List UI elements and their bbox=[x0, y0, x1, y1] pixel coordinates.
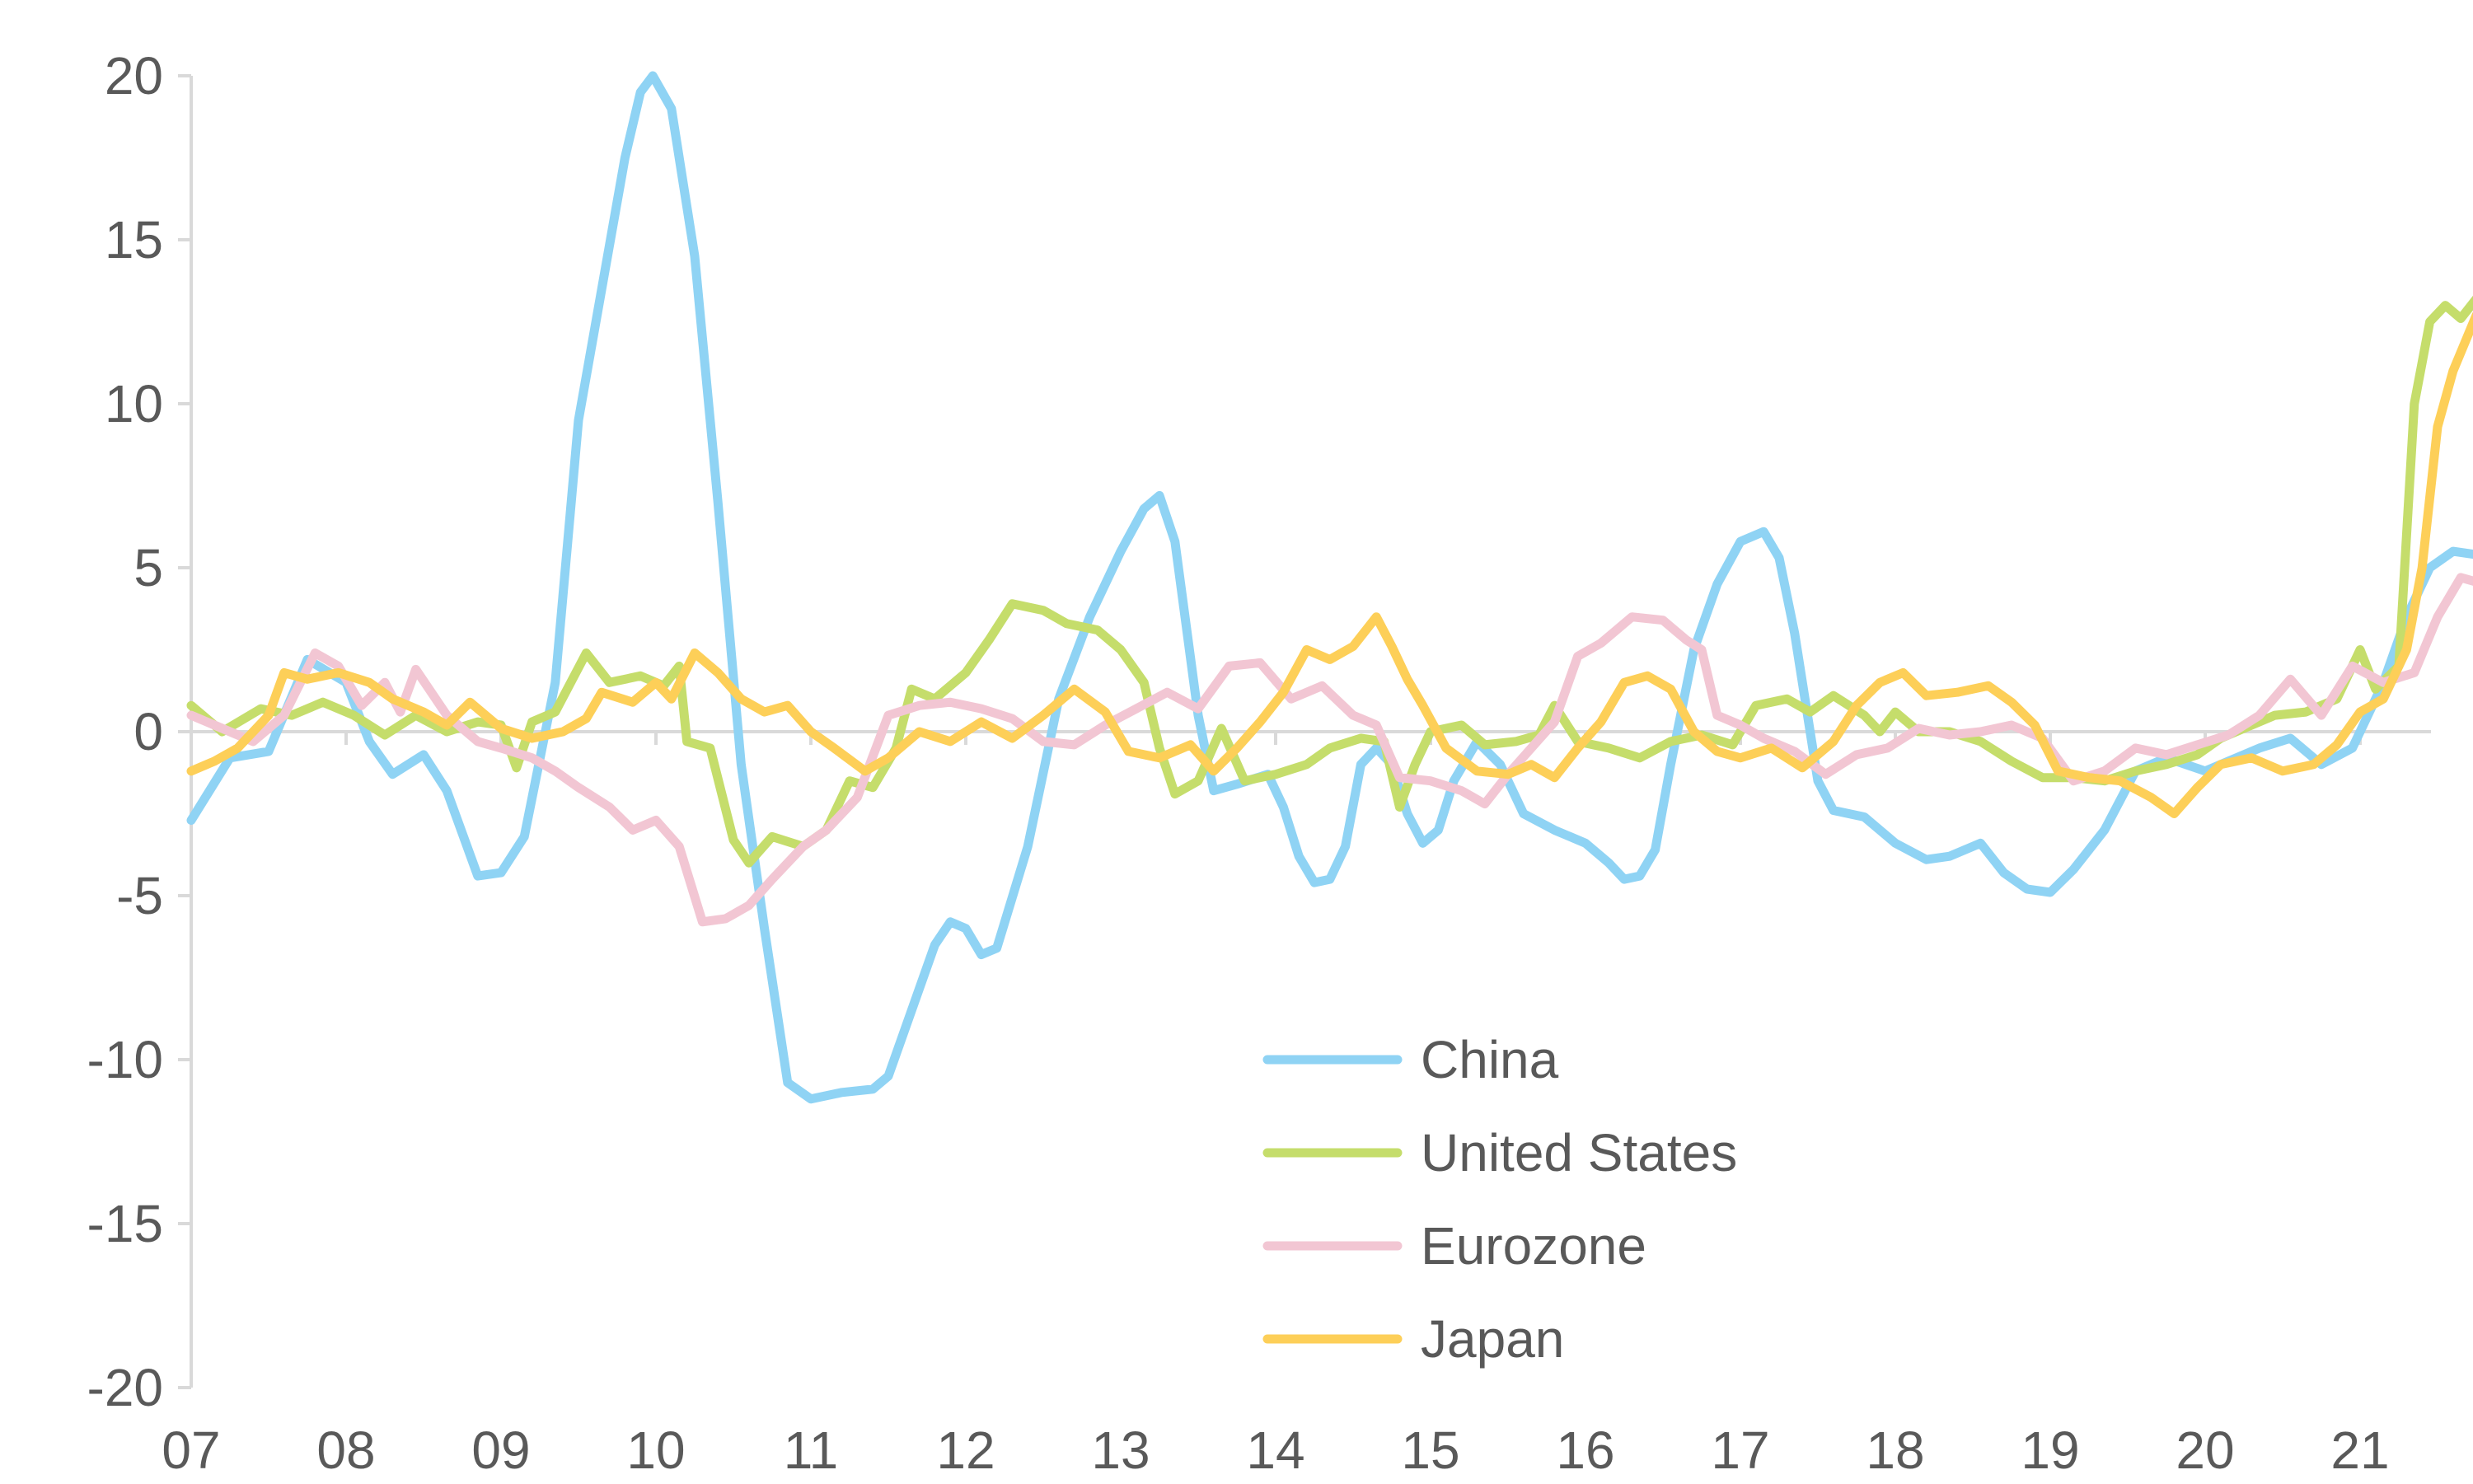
legend: China United States Eurozone Japan bbox=[1262, 1030, 1737, 1369]
x-tick-label: 19 bbox=[2021, 1421, 2079, 1480]
y-tick-label: -5 bbox=[116, 866, 163, 925]
x-tick-label: 14 bbox=[1246, 1421, 1304, 1480]
x-tick-label: 10 bbox=[626, 1421, 685, 1480]
x-tick-label: 16 bbox=[1556, 1421, 1614, 1480]
x-tick-label: 12 bbox=[936, 1421, 995, 1480]
legend-label-china: China bbox=[1421, 1030, 1559, 1089]
x-tick-label: 17 bbox=[1711, 1421, 1769, 1480]
x-tick-label: 18 bbox=[1866, 1421, 1924, 1480]
legend-label-united-states: United States bbox=[1421, 1123, 1737, 1182]
x-tick-label: 08 bbox=[316, 1421, 375, 1480]
legend-label-eurozone: Eurozone bbox=[1421, 1216, 1646, 1276]
y-tick-label: -10 bbox=[87, 1030, 164, 1089]
series-line-china bbox=[186, 71, 2473, 1104]
y-tick-label: 10 bbox=[105, 374, 163, 433]
y-tick-label: 0 bbox=[133, 702, 163, 761]
y-axis: 20 15 10 5 0 -5 -10 -15 -20 bbox=[87, 46, 193, 1417]
plot-area bbox=[186, 71, 2473, 1104]
x-tick-label: 21 bbox=[2330, 1421, 2389, 1480]
y-tick-label: 15 bbox=[105, 210, 163, 269]
x-tick-label: 20 bbox=[2176, 1421, 2234, 1480]
x-tick-label: 07 bbox=[162, 1421, 220, 1480]
x-tick-label: 15 bbox=[1401, 1421, 1459, 1480]
x-tick-label: 13 bbox=[1091, 1421, 1150, 1480]
y-tick-label: -20 bbox=[87, 1358, 164, 1417]
x-tick-label: 11 bbox=[784, 1421, 838, 1480]
legend-label-japan: Japan bbox=[1421, 1309, 1564, 1369]
x-tick-label: 09 bbox=[471, 1421, 530, 1480]
y-tick-label: 20 bbox=[105, 46, 163, 105]
series-line-eurozone bbox=[186, 573, 2473, 927]
series-line-japan bbox=[186, 311, 2473, 818]
y-tick-label: 5 bbox=[133, 538, 163, 597]
y-tick-label: -15 bbox=[87, 1194, 164, 1253]
